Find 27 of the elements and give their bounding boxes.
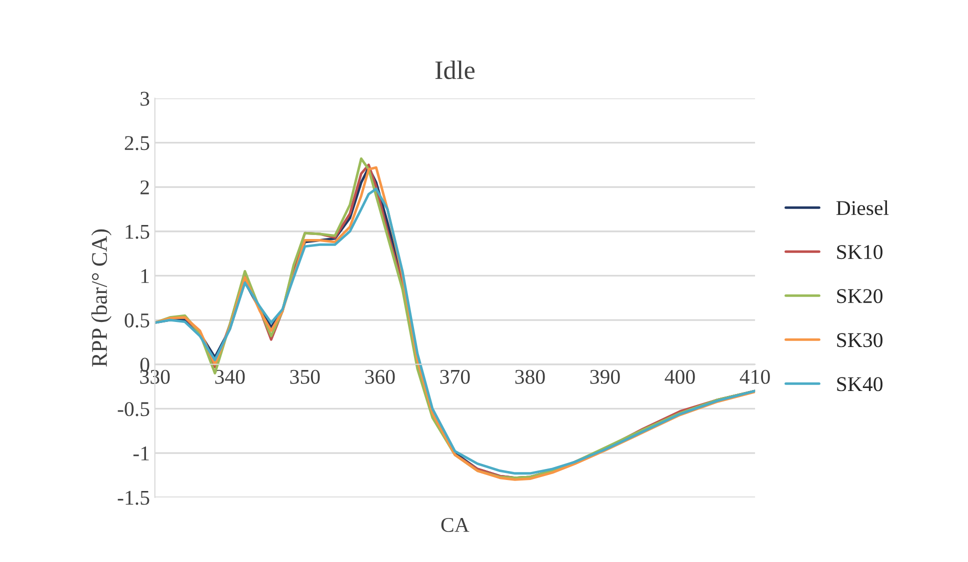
y-tick-label: 0.5 [124, 313, 150, 328]
x-axis-title: CA [441, 518, 470, 532]
y-tick-label: -0.5 [118, 402, 150, 416]
x-tick-label: 350 [290, 370, 320, 384]
y-tick-label: 1 [141, 269, 149, 283]
x-tick-label: 390 [590, 370, 620, 384]
x-tick-label: 370 [440, 370, 470, 384]
y-tick-label: 2 [140, 180, 149, 194]
chart-title: Idle [435, 60, 475, 80]
legend-label: SK20 [837, 289, 882, 304]
x-tick-label: 360 [365, 370, 395, 384]
x-tick-label: 400 [664, 370, 695, 384]
x-tick-label: 340 [215, 370, 245, 384]
x-tick-label: 410 [740, 370, 770, 384]
y-axis-title: RPP (bar/° CA) [91, 229, 112, 367]
legend-label: SK10 [837, 245, 882, 260]
legend-label: SK30 [837, 333, 882, 348]
legend-label: Diesel [836, 200, 889, 216]
legend-label: SK40 [837, 377, 882, 392]
y-tick-label: -1.5 [118, 490, 150, 505]
x-tick-label: 380 [515, 370, 545, 384]
y-tick-label: -1 [133, 446, 149, 460]
y-tick-label: 0 [140, 358, 150, 372]
y-tick-label: 1.5 [126, 224, 150, 239]
y-tick-label: 3 [140, 92, 150, 106]
x-tick-label: 330 [140, 370, 170, 384]
y-tick-label: 2.5 [124, 136, 150, 150]
